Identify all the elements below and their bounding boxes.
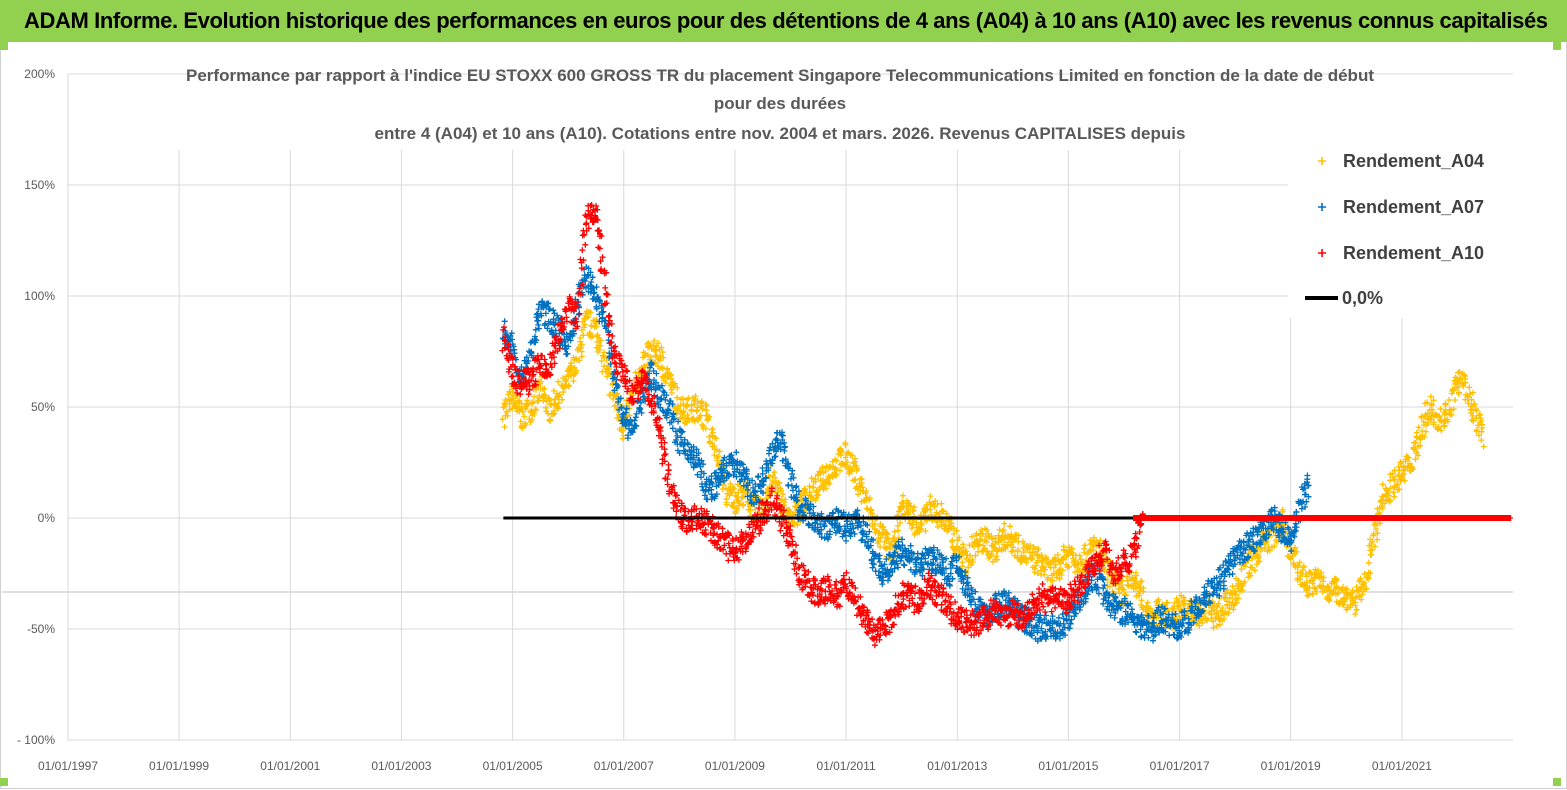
x-tick-label: 01/01/2013: [927, 759, 987, 773]
legend-label: 0,0%: [1342, 288, 1383, 308]
x-tick-label: 01/01/2015: [1038, 759, 1098, 773]
x-tick-label: 01/01/2001: [260, 759, 320, 773]
legend-label: Rendement_A04: [1343, 151, 1484, 171]
x-tick-label: 01/01/1999: [149, 759, 209, 773]
legend-label: Rendement_A10: [1343, 243, 1484, 263]
chart-title-line-3: entre 4 (A04) et 10 ans (A10). Cotations…: [375, 124, 1186, 143]
frame-corner-handle[interactable]: [0, 42, 8, 50]
y-tick-label: 0%: [38, 511, 56, 525]
report-header-title: ADAM Informe. Evolution historique des p…: [24, 8, 1548, 33]
y-tick-label: 200%: [24, 67, 55, 81]
y-axis-tick-labels: 200% 150% 100% 50% 0% -50% - 100%: [17, 67, 55, 747]
marker-cloud: [499, 264, 1312, 645]
legend-plus-marker: [1318, 203, 1326, 211]
marker-cloud: [499, 308, 1487, 633]
y-tick-label: - 100%: [17, 733, 55, 747]
y-tick-label: 150%: [24, 178, 55, 192]
x-tick-label: 01/01/2021: [1372, 759, 1432, 773]
frame-corner-handle[interactable]: [1553, 778, 1561, 786]
legend-label: Rendement_A07: [1343, 197, 1484, 217]
y-tick-label: 50%: [31, 400, 55, 414]
x-tick-label: 01/01/2009: [705, 759, 765, 773]
series-rendement-a04: [499, 308, 1487, 633]
chart-legend: Rendement_A04 Rendement_A07 Rendement_A10 0…: [1288, 140, 1516, 318]
y-tick-label: 100%: [24, 289, 55, 303]
legend-plus-marker: [1318, 157, 1326, 165]
frame-corner-handle[interactable]: [0, 778, 8, 786]
x-tick-label: 01/01/2005: [483, 759, 543, 773]
x-axis-tick-labels: 01/01/1997 01/01/1999 01/01/2001 01/01/2003…: [38, 759, 1432, 773]
x-tick-label: 01/01/2011: [816, 759, 875, 773]
chart-title-line-2: pour des durées: [714, 94, 846, 113]
legend-background: [1288, 140, 1516, 318]
frame-corner-handle[interactable]: [1553, 42, 1561, 50]
chart-title-line-1: Performance par rapport à l'indice EU ST…: [186, 66, 1374, 85]
legend-plus-marker: [1318, 249, 1326, 257]
gridlines: [2, 73, 1513, 741]
x-tick-label: 01/01/2019: [1261, 759, 1321, 773]
x-tick-label: 01/01/2007: [594, 759, 654, 773]
x-tick-label: 01/01/2003: [371, 759, 431, 773]
x-tick-label: 01/01/2017: [1150, 759, 1210, 773]
report-header-banner: ADAM Informe. Evolution historique des p…: [0, 0, 1567, 42]
data-series: [499, 202, 1513, 649]
x-tick-label: 01/01/1997: [38, 759, 98, 773]
y-tick-label: -50%: [27, 622, 55, 636]
series-rendement-a07: [499, 264, 1312, 645]
